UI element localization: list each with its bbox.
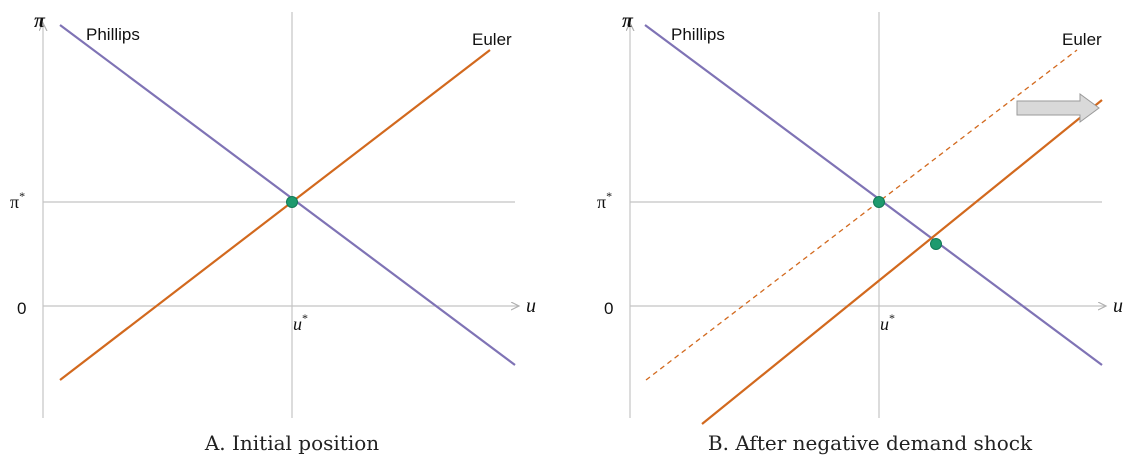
- right-shift-arrow-icon: [1016, 93, 1100, 123]
- panel-a-euler-curve: [59, 49, 491, 381]
- panel-a-y-axis-label: π: [34, 10, 46, 32]
- panel-b-phillips-label: Phillips: [671, 25, 725, 44]
- panel-b-original-euler-curve: [645, 49, 1078, 381]
- panel-a: π u 0 π* u* Phillips Euler A. Initial po…: [10, 10, 536, 455]
- panel-b: π u 0 π* u* Phillips Euler B. After nega…: [597, 10, 1123, 455]
- panel-a-zero-label: 0: [17, 299, 26, 318]
- panel-b-u-star-label: u*: [880, 311, 895, 334]
- panel-a-euler-label: Euler: [472, 30, 512, 49]
- panel-b-shifted-euler-curve: [701, 99, 1103, 425]
- panel-b-pi-star-label: π*: [597, 189, 612, 212]
- panel-a-pi-star-label: π*: [10, 189, 25, 212]
- panel-b-euler-label: Euler: [1062, 30, 1102, 49]
- panel-a-u-star-label: u*: [293, 311, 308, 334]
- panel-a-x-axis-label: u: [526, 295, 536, 317]
- panel-a-phillips-label: Phillips: [86, 25, 140, 44]
- panel-b-new-equilibrium-point: [930, 238, 942, 250]
- panel-a-phillips-curve: [59, 24, 516, 366]
- panel-b-y-axis-label: π: [622, 10, 634, 32]
- panel-b-zero-label: 0: [604, 299, 613, 318]
- panel-b-initial-equilibrium-point: [873, 196, 885, 208]
- panel-b-phillips-curve: [644, 24, 1103, 366]
- panel-b-x-axis-label: u: [1113, 295, 1123, 317]
- panel-b-caption: B. After negative demand shock: [708, 431, 1033, 455]
- panel-a-equilibrium-point: [286, 196, 298, 208]
- panel-a-caption: A. Initial position: [204, 431, 379, 455]
